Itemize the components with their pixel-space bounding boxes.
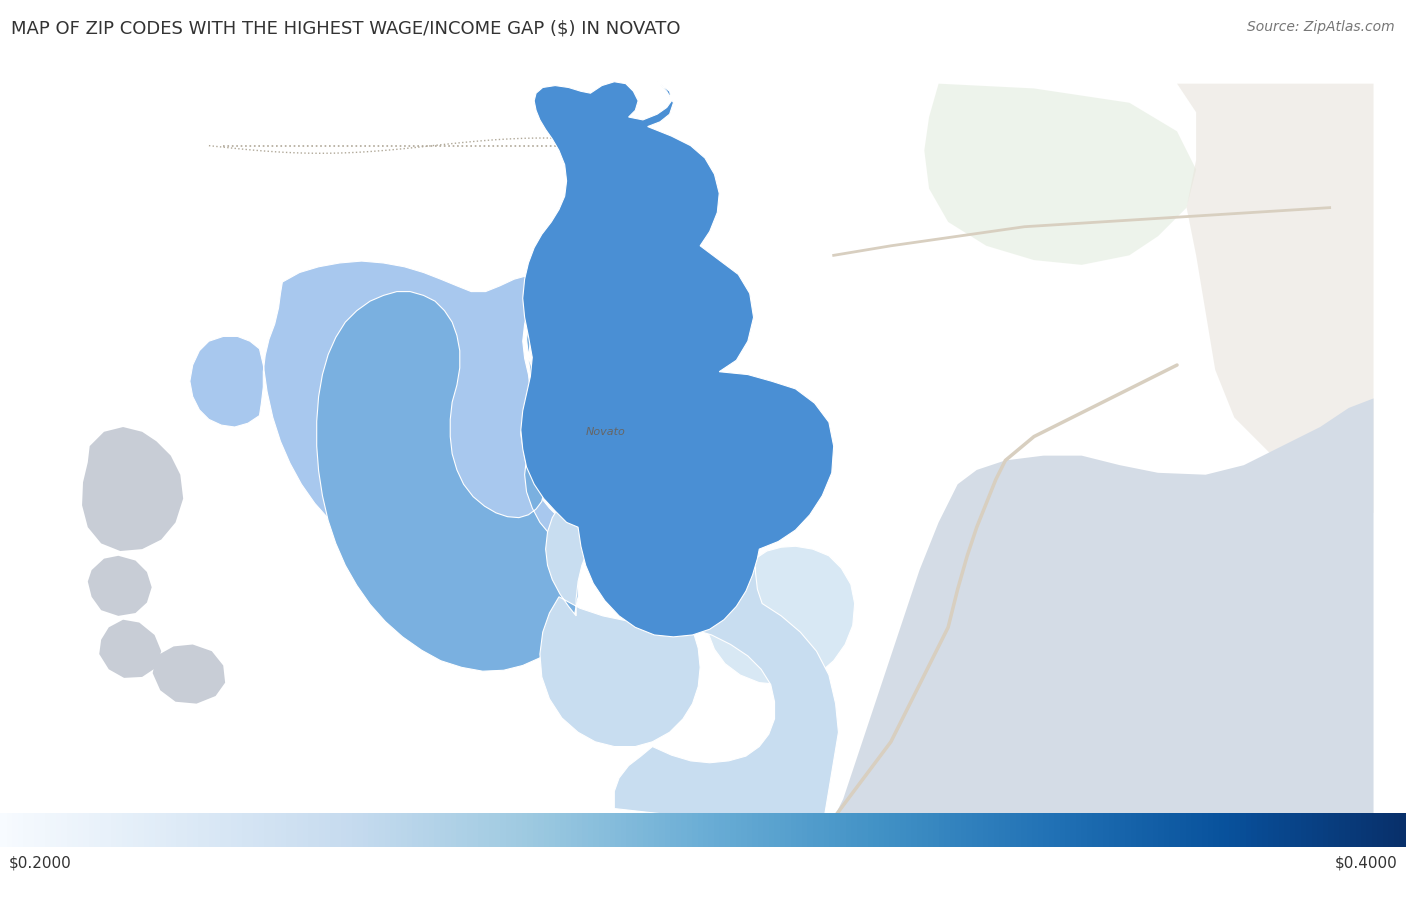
Polygon shape	[540, 475, 838, 818]
Polygon shape	[1177, 84, 1374, 512]
Polygon shape	[316, 282, 578, 672]
Text: $0.4000: $0.4000	[1334, 856, 1398, 871]
Polygon shape	[190, 261, 557, 580]
Text: Source: ZipAtlas.com: Source: ZipAtlas.com	[1247, 20, 1395, 34]
Polygon shape	[153, 645, 225, 704]
Polygon shape	[924, 84, 1197, 265]
Polygon shape	[87, 556, 152, 616]
Text: MAP OF ZIP CODES WITH THE HIGHEST WAGE/INCOME GAP ($) IN NOVATO: MAP OF ZIP CODES WITH THE HIGHEST WAGE/I…	[11, 20, 681, 38]
Text: $0.2000: $0.2000	[8, 856, 72, 871]
Text: Novato: Novato	[586, 427, 626, 437]
Polygon shape	[824, 398, 1374, 818]
Polygon shape	[100, 619, 162, 678]
Polygon shape	[520, 82, 834, 636]
Polygon shape	[82, 427, 183, 551]
Polygon shape	[32, 36, 1374, 818]
Polygon shape	[706, 547, 855, 684]
